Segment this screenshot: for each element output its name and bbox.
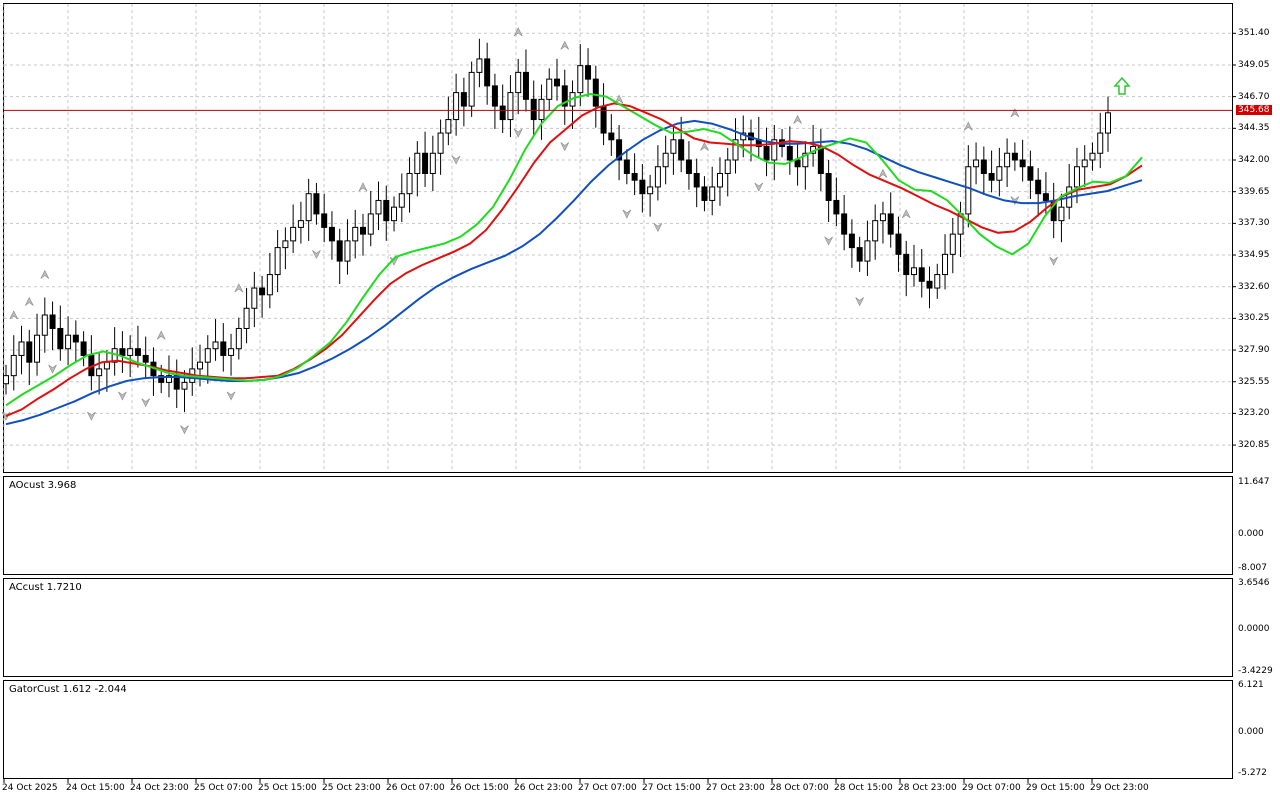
time-axis-label: 29 Oct 23:00 bbox=[1090, 783, 1149, 793]
price-tick-label: 346.70 bbox=[1238, 91, 1270, 102]
ao-tick-zero: 0.000 bbox=[1238, 529, 1264, 539]
price-tick-label: 334.95 bbox=[1238, 250, 1270, 261]
time-axis-label: 29 Oct 15:00 bbox=[1026, 783, 1085, 793]
time-axis-label: 26 Oct 23:00 bbox=[514, 783, 573, 793]
price-tick-label: 339.65 bbox=[1238, 186, 1270, 197]
price-tick-label: 325.55 bbox=[1238, 376, 1270, 387]
ac-tick-max: 3.6546 bbox=[1238, 578, 1270, 588]
time-axis-label: 28 Oct 07:00 bbox=[770, 783, 829, 793]
gator-tick-min: -5.272 bbox=[1238, 768, 1268, 778]
gator-tick-zero: 0.000 bbox=[1238, 727, 1264, 737]
ao-pane[interactable]: AOcust 3.968 bbox=[3, 476, 1233, 575]
price-tick-label: 351.40 bbox=[1238, 28, 1270, 39]
price-tick-label: 337.30 bbox=[1238, 218, 1270, 229]
price-chart-pane[interactable] bbox=[3, 3, 1233, 473]
ac-tick-zero: 0.0000 bbox=[1238, 624, 1270, 634]
price-tick-label: 344.35 bbox=[1238, 123, 1270, 134]
ao-tick-min: -8.007 bbox=[1238, 563, 1268, 573]
time-axis-label: 27 Oct 15:00 bbox=[642, 783, 701, 793]
time-axis-label: 26 Oct 15:00 bbox=[450, 783, 509, 793]
price-tick-label: 323.20 bbox=[1238, 408, 1270, 419]
ac-label: ACcust 1.7210 bbox=[9, 582, 82, 593]
time-axis-label: 24 Oct 23:00 bbox=[130, 783, 189, 793]
time-axis-label: 24 Oct 2025 bbox=[2, 783, 58, 793]
price-tick-label: 330.25 bbox=[1238, 313, 1270, 324]
price-tick-label: 320.85 bbox=[1238, 440, 1270, 451]
price-tick-label: 327.90 bbox=[1238, 345, 1270, 356]
time-axis-label: 25 Oct 07:00 bbox=[194, 783, 253, 793]
time-axis-label: 28 Oct 23:00 bbox=[898, 783, 957, 793]
gator-tick-max: 6.121 bbox=[1238, 680, 1264, 690]
time-axis-label: 29 Oct 07:00 bbox=[962, 783, 1021, 793]
time-axis-label: 27 Oct 07:00 bbox=[578, 783, 637, 793]
gator-label: GatorCust 1.612 -2.044 bbox=[9, 684, 127, 695]
price-tick-label: 349.05 bbox=[1238, 59, 1270, 70]
ac-tick-min: -3.4229 bbox=[1238, 666, 1273, 676]
time-axis-label: 28 Oct 15:00 bbox=[834, 783, 893, 793]
ac-pane[interactable]: ACcust 1.7210 bbox=[3, 578, 1233, 677]
time-axis-label: 25 Oct 15:00 bbox=[258, 783, 317, 793]
current-price-label: 345.68 bbox=[1236, 105, 1272, 116]
ao-tick-max: 11.647 bbox=[1238, 477, 1270, 487]
price-tick-label: 332.60 bbox=[1238, 281, 1270, 292]
time-axis-label: 26 Oct 07:00 bbox=[386, 783, 445, 793]
time-axis-label: 24 Oct 15:00 bbox=[66, 783, 125, 793]
gator-pane[interactable]: GatorCust 1.612 -2.044 bbox=[3, 680, 1233, 779]
ao-label: AOcust 3.968 bbox=[9, 480, 77, 491]
time-axis-label: 25 Oct 23:00 bbox=[322, 783, 381, 793]
time-axis-label: 27 Oct 23:00 bbox=[706, 783, 765, 793]
price-tick-label: 342.00 bbox=[1238, 155, 1270, 165]
